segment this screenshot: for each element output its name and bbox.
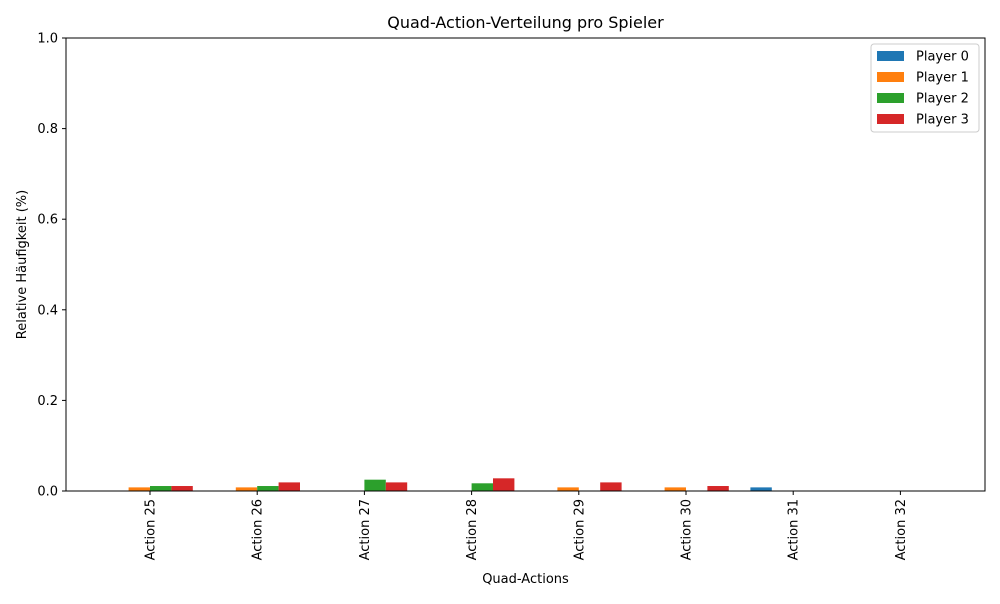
bar-series-1-cat-5	[664, 487, 686, 491]
bar-series-1-cat-0	[128, 487, 150, 491]
bars-layer	[128, 478, 772, 491]
y-tick-label: 0.8	[37, 122, 58, 137]
bar-series-2-cat-1	[257, 486, 279, 491]
bar-series-3-cat-5	[707, 486, 729, 491]
legend-box	[870, 43, 980, 133]
x-tick-label: Action 31	[787, 499, 802, 560]
x-axis-label: Quad-Actions	[482, 572, 569, 587]
y-tick-label: 0.0	[37, 485, 58, 500]
bar-series-3-cat-4	[600, 482, 622, 491]
bar-series-3-cat-2	[385, 482, 408, 491]
x-tick-label: Action 27	[358, 499, 373, 560]
y-tick-label: 0.2	[37, 394, 58, 409]
y-tick-label: 0.6	[37, 213, 58, 228]
legend-swatch	[877, 72, 904, 82]
x-tick-label: Action 26	[251, 499, 266, 560]
bar-series-3-cat-3	[493, 478, 515, 491]
bar-series-2-cat-2	[364, 479, 386, 491]
bar-series-2-cat-3	[471, 483, 493, 491]
x-axis: Action 25 Action 26 Action 27 Action 28 Acti…	[144, 491, 909, 560]
legend-swatch	[877, 114, 904, 124]
legend: Player 0 Player 1 Player 2 Player 3	[870, 43, 980, 133]
plot-frame	[65, 37, 986, 492]
bar-series-1-cat-4	[557, 487, 579, 491]
y-axis-label: Relative Häufigkeit (%)	[15, 190, 30, 339]
x-tick-label: Action 25	[144, 499, 159, 560]
x-tick-label: Action 32	[894, 499, 909, 560]
legend-swatch	[877, 93, 904, 103]
legend-label: Player 1	[916, 71, 969, 86]
x-tick-label: Action 30	[680, 499, 695, 560]
bar-series-3-cat-0	[171, 486, 193, 491]
chart-title: Quad-Action-Verteilung pro Spieler	[387, 13, 664, 32]
legend-label: Player 3	[916, 113, 969, 128]
bar-series-2-cat-0	[150, 486, 172, 491]
y-tick-label: 0.4	[37, 303, 58, 318]
legend-label: Player 0	[916, 50, 969, 65]
legend-label: Player 2	[916, 92, 969, 107]
x-tick-label: Action 29	[572, 499, 587, 560]
legend-swatch	[877, 51, 904, 61]
bar-series-1-cat-1	[235, 487, 258, 491]
y-axis: 0.0 0.2 0.4 0.6 0.8 1.0	[37, 32, 66, 500]
y-tick-label: 1.0	[37, 32, 58, 47]
bar-series-0-cat-6	[750, 487, 772, 491]
bar-series-3-cat-1	[278, 482, 300, 491]
x-tick-label: Action 28	[465, 499, 480, 560]
